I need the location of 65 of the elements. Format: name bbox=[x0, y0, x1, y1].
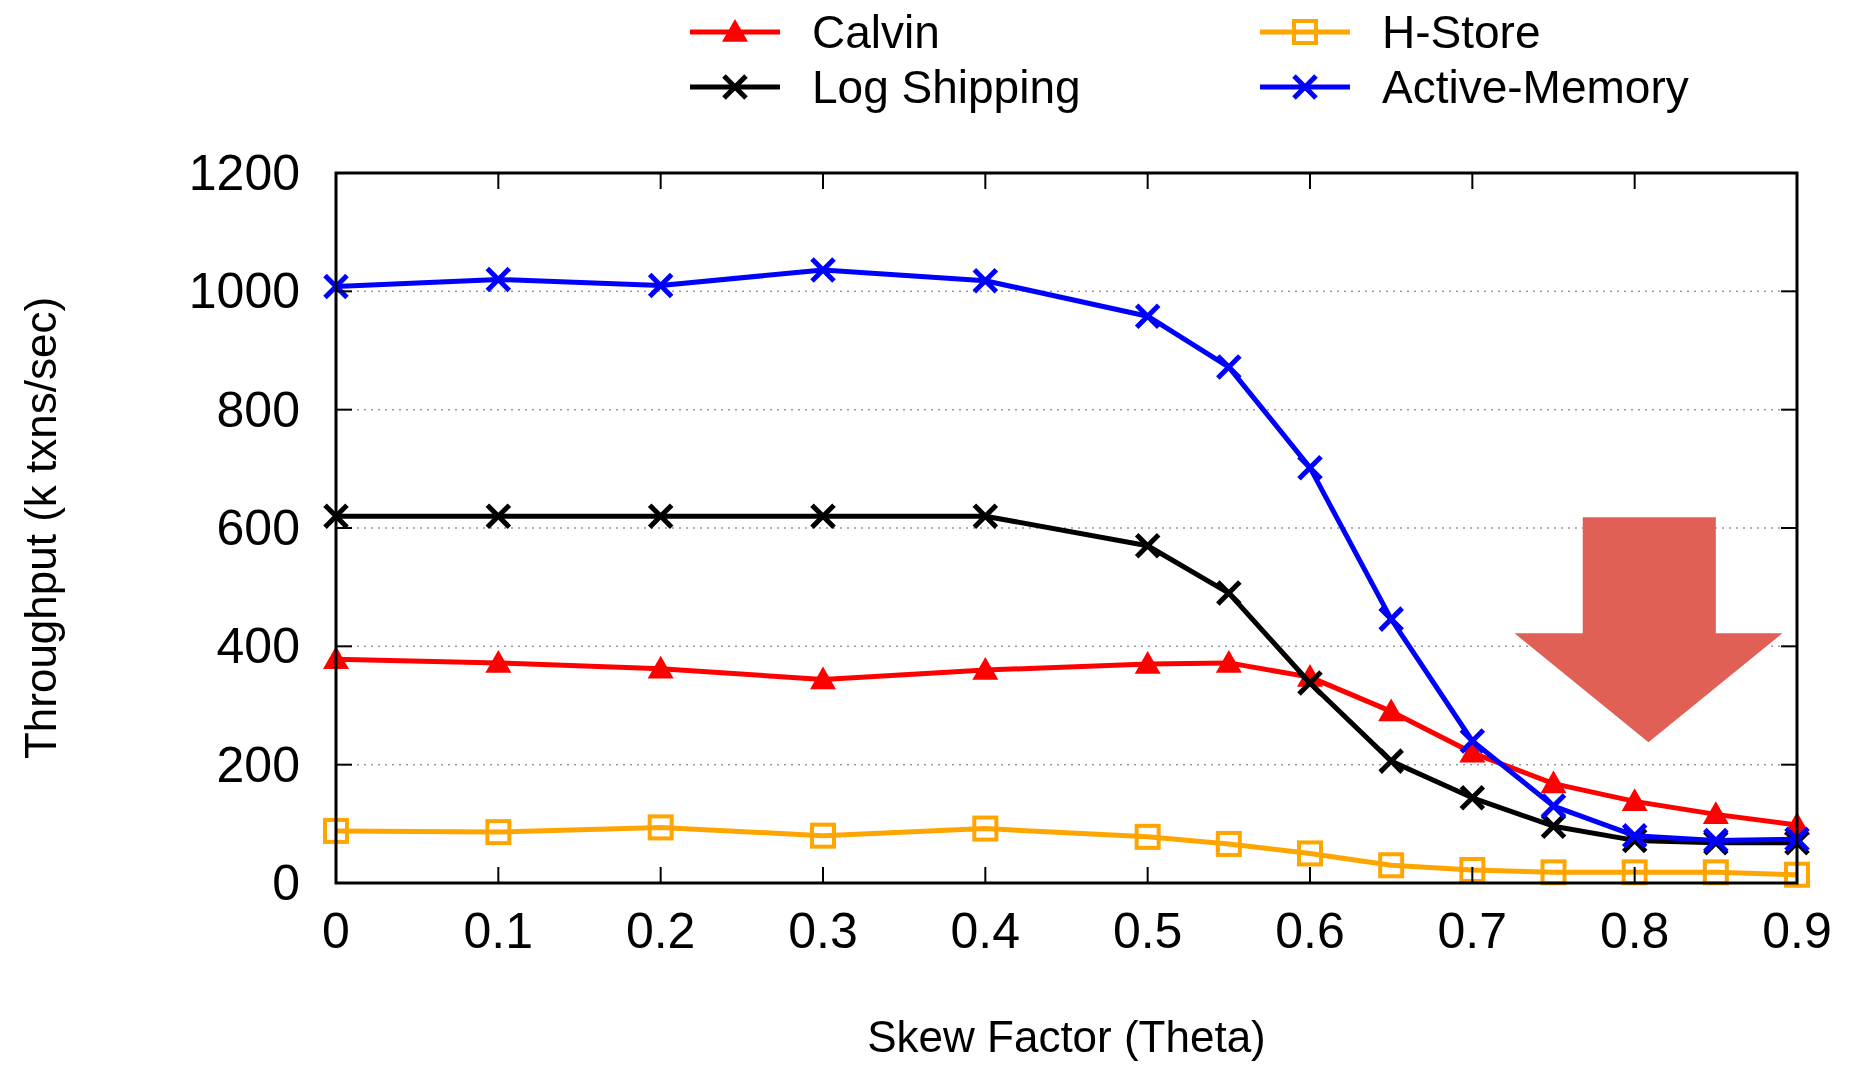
x-tick-label: 0 bbox=[322, 903, 350, 959]
point bbox=[484, 266, 512, 293]
point bbox=[971, 267, 999, 295]
point bbox=[1459, 856, 1486, 883]
point bbox=[1215, 830, 1242, 857]
x-tick-label: 0.4 bbox=[950, 903, 1021, 959]
point bbox=[647, 814, 674, 841]
x-axis-title: Skew Factor (Theta) bbox=[867, 1012, 1266, 1061]
point bbox=[1297, 840, 1323, 867]
point bbox=[1702, 801, 1729, 825]
legend-label: Active-Memory bbox=[1382, 61, 1689, 113]
point bbox=[322, 502, 350, 530]
y-tick-label: 800 bbox=[216, 381, 300, 438]
point bbox=[323, 817, 349, 844]
point bbox=[1296, 454, 1324, 482]
y-tick-label: 400 bbox=[216, 618, 300, 675]
point bbox=[809, 256, 837, 284]
y-axis-title: Throughput (k txns/sec) bbox=[16, 296, 65, 760]
point bbox=[809, 502, 837, 530]
x-tick-label: 0.1 bbox=[463, 903, 534, 959]
point bbox=[647, 502, 675, 530]
point bbox=[647, 271, 675, 299]
point bbox=[972, 815, 999, 842]
point bbox=[1458, 727, 1486, 755]
legend-label: Log Shipping bbox=[812, 61, 1081, 113]
point bbox=[1134, 651, 1161, 674]
y-tick-label: 600 bbox=[216, 500, 300, 556]
x-tick-label: 0.6 bbox=[1275, 903, 1345, 959]
point bbox=[1296, 669, 1324, 697]
point bbox=[1134, 532, 1162, 560]
legend-label: H-Store bbox=[1382, 6, 1541, 58]
point bbox=[485, 819, 512, 846]
y-tick-label: 1200 bbox=[188, 145, 300, 201]
point bbox=[810, 666, 836, 690]
x-tick-label: 0.2 bbox=[625, 903, 696, 959]
y-tick-label: 1000 bbox=[188, 263, 300, 320]
point bbox=[484, 502, 512, 530]
x-tick-label: 0.3 bbox=[788, 903, 858, 959]
point bbox=[1134, 302, 1162, 330]
y-tick-label: 0 bbox=[272, 855, 300, 911]
point bbox=[1377, 747, 1405, 775]
point bbox=[647, 655, 674, 679]
point bbox=[1458, 784, 1486, 812]
point bbox=[810, 822, 836, 849]
y-tick-label: 200 bbox=[216, 736, 300, 793]
point bbox=[1378, 852, 1405, 879]
point bbox=[1215, 353, 1243, 381]
point bbox=[322, 273, 350, 301]
legend-label: Calvin bbox=[812, 6, 940, 58]
point bbox=[1378, 698, 1405, 722]
point bbox=[1215, 579, 1243, 607]
x-tick-label: 0.8 bbox=[1599, 903, 1670, 959]
x-tick-label: 0.7 bbox=[1437, 903, 1508, 959]
point bbox=[1621, 788, 1648, 812]
point bbox=[1540, 770, 1567, 794]
point bbox=[485, 649, 512, 673]
point bbox=[972, 657, 999, 680]
x-tick-label: 0.5 bbox=[1112, 903, 1183, 959]
point bbox=[1134, 823, 1161, 850]
point bbox=[1540, 792, 1567, 820]
point bbox=[971, 502, 999, 530]
point bbox=[1215, 649, 1242, 673]
point bbox=[1784, 861, 1810, 888]
x-tick-label: 0.9 bbox=[1762, 903, 1832, 959]
point bbox=[1377, 605, 1405, 633]
